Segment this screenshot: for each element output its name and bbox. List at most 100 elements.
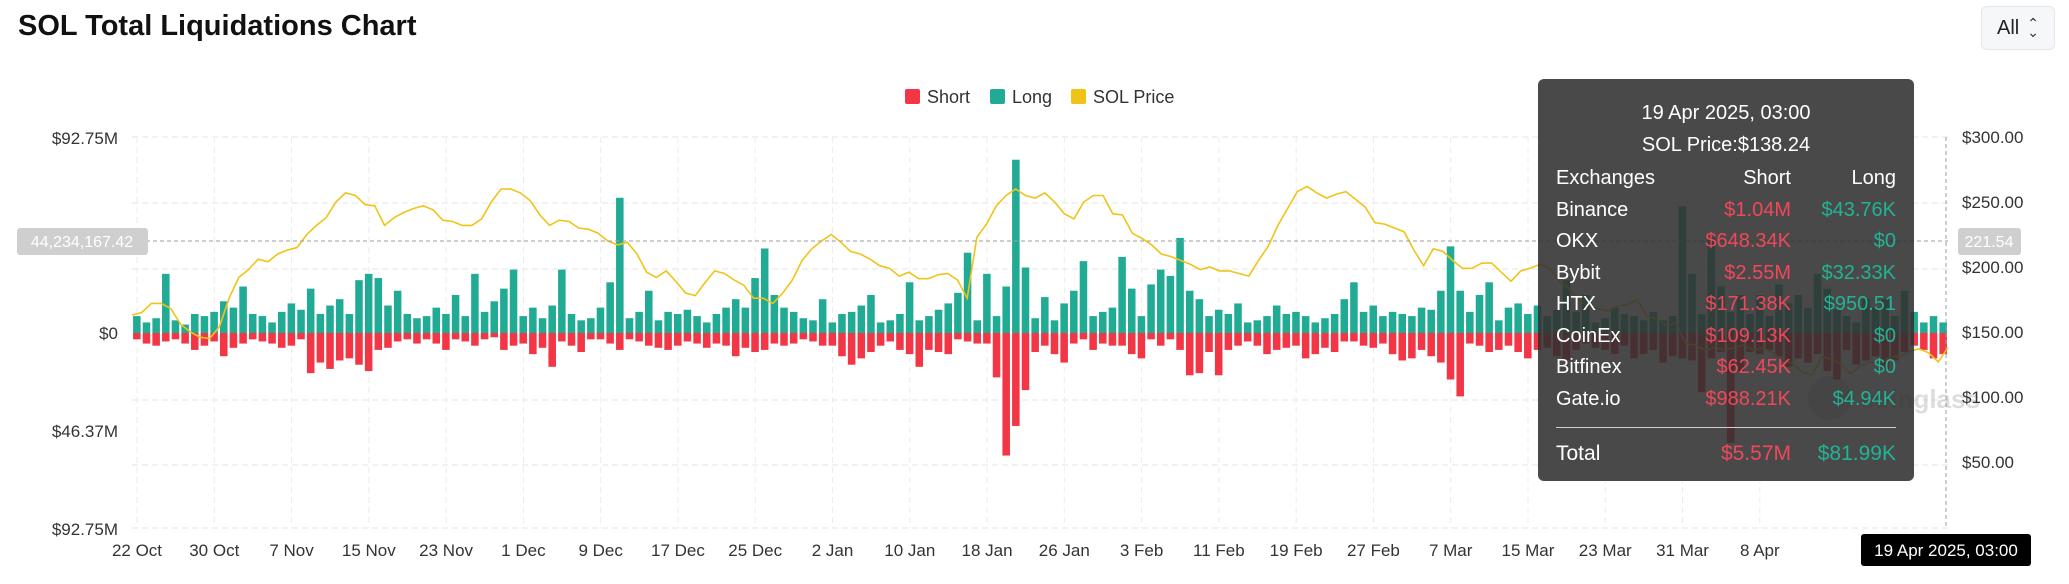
long-bar <box>1417 307 1426 333</box>
short-bar <box>1185 333 1194 376</box>
long-bar <box>1205 316 1213 333</box>
long-bar <box>1910 311 1918 333</box>
short-bar <box>335 333 344 361</box>
long-bar <box>1437 290 1445 333</box>
legend-swatch <box>905 89 920 104</box>
long-bar <box>239 286 247 333</box>
short-bar <box>471 333 479 346</box>
x-axis-tick-label: 19 Feb <box>1270 541 1323 560</box>
short-bar <box>896 333 904 350</box>
long-bar <box>529 307 537 333</box>
long-bar <box>1533 305 1542 333</box>
tooltip-short-value: $109.13K <box>1705 324 1791 347</box>
short-bar <box>1108 333 1117 346</box>
long-bar <box>1330 313 1339 333</box>
long-bar <box>1359 311 1368 333</box>
long-bar <box>1272 305 1281 333</box>
x-axis-tick-label: 31 Mar <box>1656 541 1709 560</box>
short-bar <box>1456 333 1464 397</box>
short-bar <box>1359 333 1368 346</box>
long-bar <box>1504 307 1513 333</box>
short-bar <box>500 333 508 350</box>
long-bar <box>809 320 817 333</box>
time-range-value: All <box>1997 16 2020 39</box>
short-bar <box>1127 333 1136 355</box>
long-bar <box>1253 320 1262 333</box>
page-title: SOL Total Liquidations Chart <box>18 10 417 42</box>
short-bar <box>799 333 808 340</box>
long-bar <box>229 307 238 333</box>
long-bar <box>751 278 759 333</box>
short-bar <box>538 333 547 348</box>
short-bar <box>1118 333 1126 346</box>
short-bar <box>326 333 334 369</box>
short-bar <box>954 333 962 340</box>
right-axis-tick-label: $200.00 <box>1962 258 2023 277</box>
x-axis-tick-label: 2 Jan <box>812 541 854 560</box>
chart-legend: Short Long SOL Price <box>905 87 1174 107</box>
short-bar <box>316 333 325 363</box>
tooltip-header-short: Short <box>1743 167 1791 189</box>
crosshair-left-value: 44,234,167.42 <box>31 234 133 251</box>
tooltip-long-value: $4.94K <box>1832 387 1896 410</box>
short-bar <box>915 333 924 367</box>
short-bar <box>838 333 846 357</box>
short-bar <box>751 333 759 353</box>
short-bar <box>239 333 247 344</box>
legend-swatch <box>990 89 1005 104</box>
long-bar <box>306 288 315 333</box>
crosshair-right-value: 221.54 <box>1965 234 2014 251</box>
long-bar <box>915 320 924 333</box>
long-bar <box>587 318 595 333</box>
short-bar <box>702 333 711 348</box>
short-bar <box>1514 333 1522 353</box>
long-bar <box>654 320 663 333</box>
short-bar <box>548 333 556 367</box>
short-bar <box>1263 333 1271 355</box>
short-bar <box>1311 333 1320 355</box>
long-bar <box>1301 316 1310 333</box>
tooltip-divider <box>1556 427 1896 428</box>
long-bar <box>210 311 218 333</box>
short-bar <box>1427 333 1435 357</box>
short-bar <box>1253 333 1262 346</box>
long-bar <box>1340 299 1349 333</box>
x-axis-tick-label: 11 Feb <box>1193 541 1245 560</box>
long-bar <box>1176 237 1184 333</box>
long-bar <box>509 269 518 333</box>
crosshair-right-label-box <box>1958 228 2021 255</box>
tooltip-short-value: $988.21K <box>1705 387 1791 410</box>
short-bar <box>673 333 682 346</box>
long-bar <box>1224 313 1233 333</box>
long-bar <box>1089 316 1097 333</box>
short-bar <box>413 333 421 344</box>
long-bar <box>1021 267 1030 333</box>
long-bar <box>403 313 412 333</box>
long-bar <box>345 313 354 333</box>
tooltip-header-long: Long <box>1851 167 1897 189</box>
chevron-up-down-icon: ⌃ ⌄ <box>2027 15 2039 40</box>
long-bar <box>780 307 788 333</box>
short-bar <box>1021 333 1030 391</box>
x-axis-tick-label: 18 Jan <box>962 541 1013 560</box>
tooltip-exchange: CoinEx <box>1556 324 1621 347</box>
tooltip-long-value: $0 <box>1873 356 1896 378</box>
long-bar <box>152 318 160 333</box>
long-bar <box>1070 290 1078 333</box>
short-bar <box>596 333 605 340</box>
long-bar <box>1060 303 1068 333</box>
time-range-select[interactable]: All ⌃ ⌄ <box>1981 6 2055 50</box>
long-bar <box>1156 269 1165 333</box>
tooltip-row: Binance $1.04M $43.76K <box>1556 195 1896 227</box>
tooltip-short-value: $1.04M <box>1724 198 1791 221</box>
right-axis-tick-label: $100.00 <box>1962 388 2023 407</box>
long-bar <box>1050 320 1059 333</box>
long-bar <box>519 316 527 333</box>
long-bar <box>1475 294 1484 333</box>
x-axis-tick-label: 23 Mar <box>1579 541 1632 560</box>
long-bar <box>500 288 508 333</box>
long-bar <box>712 313 721 333</box>
short-bar <box>1379 333 1387 344</box>
x-axis-tick-label: 9 Dec <box>578 541 623 560</box>
short-bar <box>905 333 914 355</box>
